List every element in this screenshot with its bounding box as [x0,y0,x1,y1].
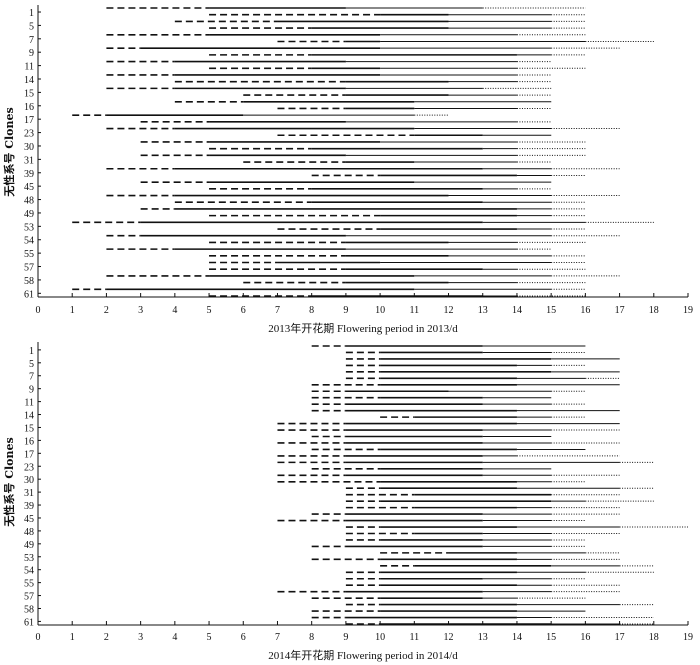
x-tick-label: 7 [275,632,280,643]
clone-label: 45 [24,514,34,525]
clone-label: 55 [24,579,34,590]
x-tick-label: 18 [649,305,659,316]
clone-label: 49 [24,209,34,220]
clone-label: 54 [24,566,34,577]
clone-label: 7 [29,372,34,383]
clone-label: 45 [24,182,34,193]
x-tick-label: 1 [70,305,75,316]
clone-label: 48 [24,196,34,207]
clone-label: 61 [24,289,34,300]
clone-label: 23 [24,462,34,473]
clone-label: 39 [24,169,34,180]
x-tick-label: 13 [478,305,488,316]
clone-label: 61 [24,617,34,628]
x-tick-label: 12 [444,632,454,643]
x-tick-label: 8 [309,632,314,643]
clone-label: 53 [24,553,34,564]
clone-label: 57 [24,263,34,274]
clone-label: 1 [29,346,34,357]
clone-label: 15 [24,423,34,434]
clone-label: 17 [24,115,34,126]
clone-label: 49 [24,540,34,551]
x-tick-label: 2 [104,305,109,316]
x-tick-label: 11 [409,305,419,316]
x-ticks: 0 1 2 3 4 5 6 7 8 9 10 11 12 13 14 15 16 17 18 19 [36,293,693,316]
x-tick-label: 1 [70,632,75,643]
clone-label: 5 [29,21,34,32]
clone-label: 16 [24,102,34,113]
clone-label: 55 [24,249,34,260]
clone-label: 7 [29,35,34,46]
clone-label: 9 [29,48,34,59]
x-ticks: 0 1 2 3 4 5 6 7 8 9 10 11 12 13 14 15 16 17 18 19 [36,621,693,643]
clone-label: 11 [24,398,34,409]
clone-label: 58 [24,604,34,615]
clone-label: 9 [29,385,34,396]
clone-label: 16 [24,436,34,447]
x-tick-label: 3 [138,632,143,643]
x-tick-label: 18 [649,632,659,643]
x-tick-label: 8 [309,305,314,316]
x-tick-label: 4 [172,632,177,643]
panel-2014: 0 1 2 3 4 5 6 7 8 9 10 11 12 13 14 15 16 17 18 19 157911141… [2,342,693,662]
y-axis-title: 无性系号 Clones [2,437,16,527]
x-tick-label: 9 [343,305,348,316]
x-tick-label: 17 [615,632,625,643]
x-tick-label: 6 [241,632,246,643]
clone-label: 30 [24,475,34,486]
x-tick-label: 15 [546,305,556,316]
x-tick-label: 10 [375,305,385,316]
x-axis-title: 2014年开花期 Flowering period in 2014/d [268,648,458,662]
clone-label: 58 [24,276,34,287]
x-tick-label: 12 [444,305,454,316]
clone-label: 39 [24,501,34,512]
x-tick-label: 7 [275,305,280,316]
clone-label: 14 [24,75,34,86]
x-axis-title: 2013年开花期 Flowering period in 2013/d [268,321,458,335]
clone-label: 17 [24,449,34,460]
clone-label: 30 [24,142,34,153]
x-tick-label: 14 [512,305,522,316]
clone-label: 53 [24,222,34,233]
clone-label: 23 [24,129,34,140]
x-tick-label: 2 [104,632,109,643]
x-tick-label: 0 [36,632,41,643]
clone-label: 48 [24,527,34,538]
x-tick-label: 14 [512,632,522,643]
x-tick-label: 16 [580,305,590,316]
x-tick-label: 15 [546,632,556,643]
x-tick-label: 0 [36,305,41,316]
y-axis-title: 无性系号 Clones [2,107,16,197]
x-tick-label: 19 [683,632,693,643]
clone-bars [277,345,688,625]
x-tick-label: 4 [172,305,177,316]
clone-label: 11 [24,62,34,73]
x-tick-label: 17 [615,305,625,316]
x-tick-label: 13 [478,632,488,643]
clone-bars [72,7,654,297]
clone-label: 15 [24,88,34,99]
clone-label: 54 [24,236,34,247]
x-tick-label: 6 [241,305,246,316]
x-tick-label: 9 [343,632,348,643]
clone-label: 1 [29,8,34,19]
x-tick-label: 5 [207,632,212,643]
x-tick-label: 19 [683,305,693,316]
x-tick-label: 16 [580,632,590,643]
clone-label: 31 [24,488,34,499]
clone-label: 5 [29,359,34,370]
x-tick-label: 5 [207,305,212,316]
clone-label: 14 [24,411,34,422]
x-tick-label: 3 [138,305,143,316]
clone-label: 31 [24,155,34,166]
clone-label: 57 [24,592,34,603]
panel-2013: 0 1 2 3 4 5 6 7 8 9 10 11 12 13 14 15 16 17 18 19 157911141… [2,5,693,335]
x-tick-label: 10 [375,632,385,643]
x-tick-label: 11 [409,632,419,643]
